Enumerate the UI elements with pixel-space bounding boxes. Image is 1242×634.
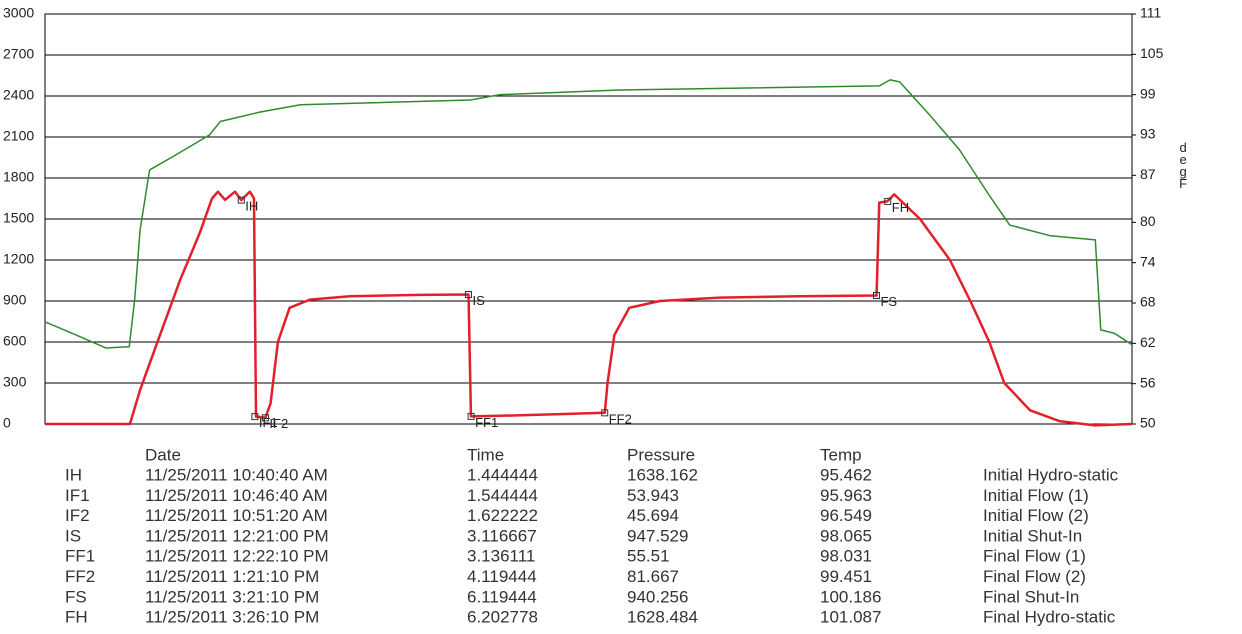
table-cell: 98.065 — [820, 526, 872, 545]
table-cell: FF1 — [65, 547, 95, 566]
y2-tick-label: 50 — [1140, 415, 1156, 431]
table-cell: Initial Hydro-static — [983, 465, 1119, 484]
event-label: FH — [892, 200, 909, 215]
y2-tick-label: 99 — [1140, 85, 1156, 101]
event-marker — [601, 409, 609, 417]
table-cell: 11/25/2011 12:21:00 PM — [145, 526, 329, 545]
series-line — [44, 79, 1133, 349]
table-header: Date — [145, 445, 181, 464]
table-cell: Initial Flow (2) — [983, 506, 1089, 525]
y2-tick-label: 56 — [1140, 374, 1156, 390]
event-marker — [261, 414, 269, 422]
table-cell: 11/25/2011 12:22:10 PM — [145, 547, 329, 566]
table-cell: 55.51 — [627, 547, 670, 566]
table-cell: 947.529 — [627, 526, 688, 545]
table-cell: 4.119444 — [467, 567, 537, 586]
table-cell: FF2 — [65, 567, 95, 586]
y-tick-label: 3000 — [3, 5, 34, 21]
table-cell: 940.256 — [627, 587, 688, 606]
y-tick-label: 900 — [3, 292, 27, 308]
y-tick-label: 600 — [3, 333, 27, 349]
event-label: IF2 — [269, 416, 288, 431]
table-cell: 95.963 — [820, 486, 872, 505]
y2-tick-label: 62 — [1140, 334, 1156, 350]
y2-tick-label: 74 — [1140, 253, 1156, 269]
table-cell: 11/25/2011 3:26:10 PM — [145, 608, 319, 627]
table-cell: 1638.162 — [627, 465, 698, 484]
y-tick-label: 1500 — [3, 210, 34, 226]
table-header: Temp — [820, 445, 862, 464]
table-cell: 96.549 — [820, 506, 872, 525]
y2-tick-label: 93 — [1140, 126, 1156, 142]
event-label: FF2 — [609, 411, 632, 426]
y-tick-label: 2400 — [3, 87, 34, 103]
series-line — [45, 190, 1133, 427]
table-cell: IF1 — [65, 486, 90, 505]
table-cell: 1.622222 — [467, 506, 538, 525]
event-marker — [884, 197, 892, 205]
table-cell: 11/25/2011 3:21:10 PM — [145, 587, 319, 606]
table-cell: 1.444444 — [467, 465, 538, 484]
table-cell: 11/25/2011 10:46:40 AM — [145, 486, 328, 505]
table-cell: 1628.484 — [627, 608, 698, 627]
table-cell: Final Flow (2) — [983, 567, 1086, 586]
table-cell: 11/25/2011 10:40:40 AM — [145, 465, 328, 484]
table-cell: 53.943 — [627, 486, 679, 505]
event-label: IS — [472, 293, 485, 308]
event-marker — [467, 412, 475, 420]
table-cell: 95.462 — [820, 465, 872, 484]
table-cell: 101.087 — [820, 608, 881, 627]
table-header: Time — [467, 445, 504, 464]
y-tick-label: 0 — [3, 415, 11, 431]
event-marker — [237, 196, 245, 204]
y2-axis-label: degF — [1176, 140, 1191, 188]
y-tick-label: 2700 — [3, 46, 34, 62]
y2-tick-label: 105 — [1140, 45, 1164, 61]
y-tick-label: 1800 — [3, 169, 34, 185]
event-label: FF1 — [475, 415, 498, 430]
table-cell: 3.116667 — [467, 526, 537, 545]
event-marker — [464, 291, 472, 299]
table-cell: 81.667 — [627, 567, 679, 586]
y2-tick-label: 80 — [1140, 213, 1156, 229]
table-cell: Final Hydro-static — [983, 608, 1116, 627]
table-cell: 6.119444 — [467, 587, 537, 606]
table-cell: 45.694 — [627, 506, 679, 525]
event-marker — [872, 291, 880, 299]
event-label: IH — [245, 199, 258, 214]
event-marker — [251, 413, 259, 421]
y-tick-label: 1200 — [3, 251, 34, 267]
table-cell: IH — [65, 465, 82, 484]
table-cell: Initial Shut-In — [983, 526, 1082, 545]
event-label: IF1 — [259, 415, 278, 430]
y2-tick-label: 68 — [1140, 294, 1156, 310]
table-cell: 11/25/2011 10:51:20 AM — [145, 506, 328, 525]
y-tick-label: 300 — [3, 374, 27, 390]
y2-tick-label: 111 — [1140, 5, 1161, 21]
table-cell: FS — [65, 587, 87, 606]
table-cell: 98.031 — [820, 547, 872, 566]
table-cell: FH — [65, 608, 88, 627]
table-cell: IS — [65, 526, 81, 545]
table-cell: 99.451 — [820, 567, 872, 586]
table-cell: Final Flow (1) — [983, 547, 1086, 566]
table-cell: Initial Flow (1) — [983, 486, 1089, 505]
y-tick-label: 2100 — [3, 128, 34, 144]
table-cell: 6.202778 — [467, 608, 538, 627]
table-cell: 3.136111 — [467, 547, 535, 566]
table-cell: 11/25/2011 1:21:10 PM — [145, 567, 319, 586]
table-cell: 1.544444 — [467, 486, 538, 505]
table-cell: IF2 — [65, 506, 90, 525]
table-header: Pressure — [627, 445, 695, 464]
table-cell: 100.186 — [820, 587, 881, 606]
event-label: FS — [880, 294, 897, 309]
table-cell: Final Shut-In — [983, 587, 1079, 606]
y2-tick-label: 87 — [1140, 166, 1156, 182]
